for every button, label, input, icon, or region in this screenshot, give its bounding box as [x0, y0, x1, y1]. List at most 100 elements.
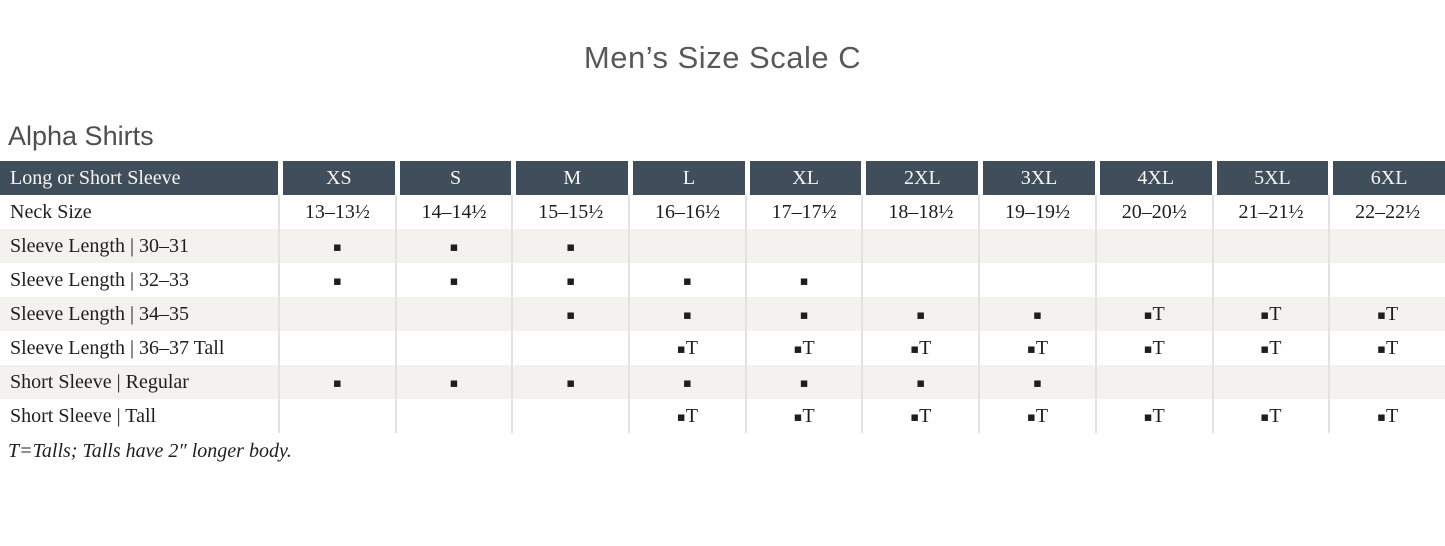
tall-marker-square: ▪ [1143, 410, 1153, 425]
row-label: Neck Size [10, 201, 92, 223]
table-cell: ▪T [744, 331, 862, 365]
tall-marker-t: T [1035, 405, 1049, 427]
table-cell: 18–18½ [861, 195, 978, 229]
table-cell [394, 297, 512, 331]
table-cell: ▪ [861, 365, 978, 399]
table-cell: 21–21½ [1211, 195, 1329, 229]
tall-marker-square: ▪ [910, 342, 920, 357]
table-cell: ▪T [978, 399, 1095, 433]
table-cell [1328, 263, 1445, 297]
table-cell [394, 331, 512, 365]
table-cell: ▪ [744, 365, 862, 399]
table-cell: 14–14½ [394, 195, 512, 229]
dot-marker: ▪ [1033, 376, 1042, 391]
dot-marker: ▪ [683, 274, 692, 289]
dot-marker: ▪ [566, 308, 576, 323]
tall-marker-t: T [1385, 337, 1399, 359]
tall-marker-square: ▪ [676, 342, 686, 357]
table-header-row: Long or Short Sleeve XS S M L XL 2XL 3XL 4XL 5XL… [0, 161, 1445, 195]
dot-marker: ▪ [1033, 308, 1042, 323]
dot-marker: ▪ [449, 274, 459, 289]
dot-marker: ▪ [566, 376, 576, 391]
table-cell [861, 229, 978, 263]
table-cell: ▪T [628, 331, 745, 365]
tall-marker-square: ▪ [910, 410, 920, 425]
table-cell: ▪ [278, 365, 395, 399]
table-cell [1094, 229, 1212, 263]
tall-marker-t: T [919, 405, 932, 427]
row-label: Sleeve Length | 36–37 Tall [10, 337, 225, 359]
section-heading-alpha-shirts: Alpha Shirts [8, 121, 154, 151]
dot-marker: ▪ [799, 376, 809, 391]
table-cell [1211, 263, 1329, 297]
size-column-header-l: L [628, 161, 745, 195]
size-chart-page: Men’s Size Scale C Alpha Shirts Long or … [0, 40, 1445, 463]
table-cell [744, 229, 862, 263]
table-cell [278, 331, 395, 365]
table-row: Short Sleeve | Tall ▪T ▪T ▪T ▪T ▪T ▪T ▪T [0, 399, 1445, 433]
tall-marker-square: ▪ [1377, 410, 1386, 425]
table-cell: ▪ [628, 263, 745, 297]
table-cell: ▪ [394, 263, 512, 297]
table-cell: ▪ [744, 263, 862, 297]
tall-marker-t: T [1385, 405, 1399, 427]
table-cell: ▪T [1094, 331, 1212, 365]
page-title: Men’s Size Scale C [583, 40, 862, 75]
tall-marker-square: ▪ [1260, 410, 1270, 425]
dot-marker: ▪ [799, 274, 809, 289]
table-cell: ▪T [1094, 297, 1212, 331]
size-column-header-s: S [394, 161, 512, 195]
tall-marker-t: T [1035, 337, 1049, 359]
table-row: Short Sleeve | Regular ▪ ▪ ▪ ▪ ▪ ▪ ▪ [0, 365, 1445, 399]
tall-marker-square: ▪ [793, 410, 803, 425]
table-cell: 20–20½ [1094, 195, 1212, 229]
table-cell: ▪T [861, 399, 978, 433]
tall-marker-t: T [1152, 303, 1165, 325]
footnote: T=Talls; Talls have 2″ longer body. [8, 440, 292, 462]
table-cell [1328, 229, 1445, 263]
table-cell [1211, 365, 1329, 399]
table-cell: 13–13½ [278, 195, 395, 229]
dot-marker: ▪ [683, 308, 692, 323]
dot-marker: ▪ [566, 240, 576, 255]
size-column-header-3xl: 3XL [978, 161, 1095, 195]
tall-marker-t: T [685, 405, 698, 427]
size-column-header-2xl: 2XL [861, 161, 979, 195]
table-cell [1328, 365, 1445, 399]
tall-marker-square: ▪ [676, 410, 686, 425]
table-row: Sleeve Length | 30–31 ▪ ▪ ▪ [0, 229, 1445, 263]
table-cell: ▪T [1211, 297, 1329, 331]
tall-marker-t: T [1269, 303, 1282, 325]
size-column-header-xs: XS [278, 161, 395, 195]
table-cell: 22–22½ [1328, 195, 1445, 229]
table-cell: ▪ [511, 263, 628, 297]
table-row: Sleeve Length | 36–37 Tall ▪T ▪T ▪T ▪T ▪T ▪T ▪T [0, 331, 1445, 365]
dot-marker: ▪ [332, 274, 342, 289]
tall-marker-square: ▪ [1260, 308, 1270, 323]
table-cell [278, 297, 395, 331]
row-label: Short Sleeve | Regular [10, 371, 189, 393]
size-column-header-xl: XL [744, 161, 862, 195]
table-cell [278, 399, 395, 433]
table-cell: ▪ [978, 297, 1095, 331]
table-cell: ▪ [394, 229, 512, 263]
table-cell: ▪T [628, 399, 745, 433]
table-row: Neck Size 13–13½ 14–14½ 15–15½ 16–16½ 17–17½ 1… [0, 195, 1445, 229]
table-cell [1211, 229, 1329, 263]
table-cell [511, 331, 628, 365]
table-cell: ▪ [511, 365, 628, 399]
size-column-header-4xl: 4XL [1094, 161, 1212, 195]
table-cell: ▪T [1328, 331, 1445, 365]
tall-marker-square: ▪ [1260, 342, 1270, 357]
tall-marker-square: ▪ [1027, 410, 1036, 425]
table-row: Sleeve Length | 32–33 ▪ ▪ ▪ ▪ ▪ [0, 263, 1445, 297]
tall-marker-t: T [685, 337, 698, 359]
table-cell: ▪ [744, 297, 862, 331]
dot-marker: ▪ [449, 240, 459, 255]
dot-marker: ▪ [916, 308, 926, 323]
table-cell: ▪T [1211, 331, 1329, 365]
table-cell [861, 263, 978, 297]
table-cell: ▪ [628, 365, 745, 399]
tall-marker-square: ▪ [1143, 342, 1153, 357]
table-cell: 15–15½ [511, 195, 628, 229]
